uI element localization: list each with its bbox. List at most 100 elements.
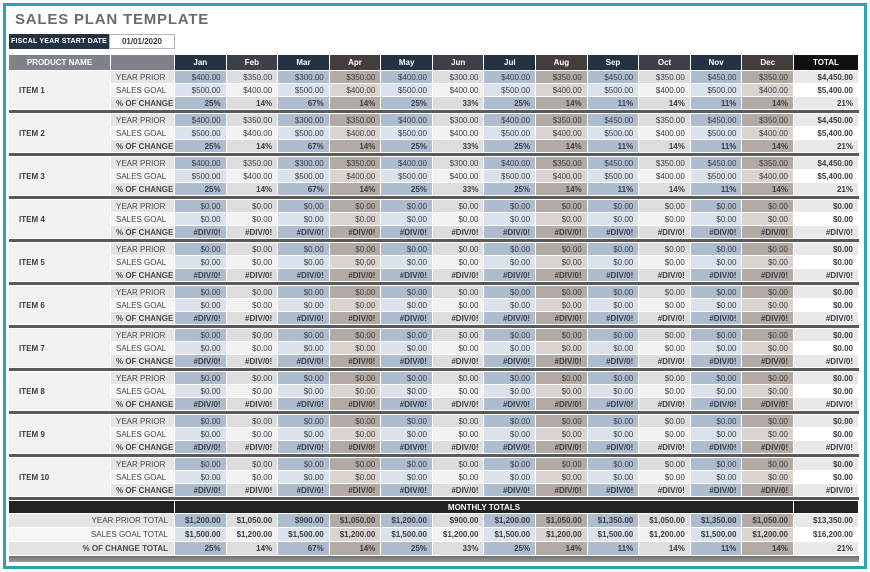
sales-goal-cell[interactable]: $0.00 — [587, 213, 640, 226]
year-prior-cell[interactable]: $350.00 — [226, 71, 279, 84]
pct-of-change-cell[interactable]: #DIV/0! — [639, 269, 691, 282]
sales-goal-total-cell[interactable]: $0.00 — [793, 342, 859, 355]
sales-goal-cell[interactable]: $0.00 — [587, 471, 640, 484]
year-prior-cell[interactable]: $0.00 — [690, 458, 743, 471]
year-prior-cell[interactable]: $0.00 — [278, 415, 330, 428]
year-prior-cell[interactable]: $0.00 — [329, 243, 382, 256]
year-prior-cell[interactable]: $0.00 — [226, 372, 279, 385]
item-name[interactable]: ITEM 5 — [9, 243, 111, 282]
pct-of-change-cell[interactable]: #DIV/0! — [175, 398, 227, 411]
sales-goal-cell[interactable]: $0.00 — [536, 342, 588, 355]
pct-of-change-cell[interactable]: #DIV/0! — [536, 355, 588, 368]
pct-of-change-cell[interactable]: #DIV/0! — [742, 269, 794, 282]
year-prior-cell[interactable]: $0.00 — [536, 243, 588, 256]
year-prior-cell[interactable]: $0.00 — [432, 372, 485, 385]
pct-of-change-cell[interactable]: #DIV/0! — [484, 269, 537, 282]
sales-goal-cell[interactable]: $500.00 — [381, 170, 433, 183]
pct-of-change-cell[interactable]: #DIV/0! — [432, 484, 485, 497]
pct-of-change-cell[interactable]: #DIV/0! — [690, 312, 743, 325]
sales-goal-cell[interactable]: $0.00 — [690, 342, 743, 355]
sales-goal-cell[interactable]: $400.00 — [329, 170, 382, 183]
pct-of-change-cell[interactable]: 14% — [329, 183, 382, 196]
year-prior-total-cell[interactable]: $0.00 — [793, 243, 859, 256]
year-prior-cell[interactable]: $0.00 — [639, 243, 691, 256]
year-prior-cell[interactable]: $0.00 — [175, 243, 227, 256]
year-prior-cell[interactable]: $0.00 — [278, 458, 330, 471]
sales-goal-cell[interactable]: $0.00 — [639, 299, 691, 312]
sales-goal-cell[interactable]: $400.00 — [226, 84, 279, 97]
pct-of-change-cell[interactable]: 25% — [175, 183, 227, 196]
year-prior-cell[interactable]: $450.00 — [690, 157, 743, 170]
year-prior-cell[interactable]: $0.00 — [484, 458, 537, 471]
sales-goal-cell[interactable]: $0.00 — [587, 299, 640, 312]
sales-goal-cell[interactable]: $0.00 — [432, 256, 485, 269]
pct-of-change-cell[interactable]: 14% — [639, 140, 691, 153]
sales-goal-cell[interactable]: $0.00 — [381, 385, 433, 398]
pct-of-change-cell[interactable]: #DIV/0! — [432, 355, 485, 368]
pct-of-change-monthly-total-cell[interactable]: 14% — [536, 542, 588, 556]
pct-of-change-cell[interactable]: #DIV/0! — [742, 398, 794, 411]
year-prior-cell[interactable]: $0.00 — [639, 286, 691, 299]
year-prior-cell[interactable]: $0.00 — [742, 415, 794, 428]
sales-goal-cell[interactable]: $400.00 — [432, 84, 485, 97]
year-prior-cell[interactable]: $0.00 — [432, 286, 485, 299]
pct-of-change-cell[interactable]: #DIV/0! — [432, 441, 485, 454]
pct-of-change-cell[interactable]: 11% — [587, 140, 640, 153]
pct-of-change-cell[interactable]: 33% — [432, 183, 485, 196]
year-prior-total-cell[interactable]: $0.00 — [793, 458, 859, 471]
pct-of-change-cell[interactable]: #DIV/0! — [329, 226, 382, 239]
year-prior-cell[interactable]: $350.00 — [639, 114, 691, 127]
pct-of-change-cell[interactable]: #DIV/0! — [329, 269, 382, 282]
year-prior-cell[interactable]: $0.00 — [226, 329, 279, 342]
pct-of-change-cell[interactable]: #DIV/0! — [484, 484, 537, 497]
pct-of-change-monthly-total-cell[interactable]: 14% — [329, 542, 382, 556]
year-prior-cell[interactable]: $400.00 — [484, 157, 537, 170]
year-prior-cell[interactable]: $0.00 — [329, 286, 382, 299]
year-prior-cell[interactable]: $350.00 — [742, 114, 794, 127]
sales-goal-cell[interactable]: $500.00 — [587, 127, 640, 140]
pct-of-change-cell[interactable]: 11% — [587, 97, 640, 110]
pct-of-change-total-cell[interactable]: 21% — [793, 183, 859, 196]
sales-goal-cell[interactable]: $0.00 — [381, 256, 433, 269]
sales-goal-monthly-total-cell[interactable]: $1,200.00 — [742, 528, 794, 542]
sales-goal-total-cell[interactable]: $0.00 — [793, 299, 859, 312]
sales-goal-total-cell[interactable]: $5,400.00 — [793, 170, 859, 183]
pct-of-change-cell[interactable]: #DIV/0! — [226, 441, 279, 454]
year-prior-cell[interactable]: $400.00 — [484, 114, 537, 127]
year-prior-cell[interactable]: $400.00 — [381, 157, 433, 170]
sales-goal-cell[interactable]: $500.00 — [484, 127, 537, 140]
sales-goal-cell[interactable]: $500.00 — [690, 170, 743, 183]
year-prior-cell[interactable]: $0.00 — [587, 329, 640, 342]
year-prior-cell[interactable]: $0.00 — [226, 243, 279, 256]
fiscal-year-date-cell[interactable]: 01/01/2020 — [109, 34, 175, 49]
pct-of-change-cell[interactable]: #DIV/0! — [536, 226, 588, 239]
pct-of-change-total-cell[interactable]: #DIV/0! — [793, 269, 859, 282]
year-prior-cell[interactable]: $350.00 — [329, 157, 382, 170]
sales-goal-cell[interactable]: $0.00 — [329, 256, 382, 269]
pct-of-change-cell[interactable]: #DIV/0! — [175, 355, 227, 368]
year-prior-cell[interactable]: $0.00 — [536, 372, 588, 385]
year-prior-cell[interactable]: $0.00 — [175, 329, 227, 342]
year-prior-cell[interactable]: $300.00 — [432, 114, 485, 127]
sales-goal-cell[interactable]: $0.00 — [639, 213, 691, 226]
sales-goal-total-cell[interactable]: $0.00 — [793, 256, 859, 269]
pct-of-change-cell[interactable]: #DIV/0! — [639, 398, 691, 411]
sales-goal-cell[interactable]: $0.00 — [329, 385, 382, 398]
year-prior-monthly-total-cell[interactable]: $1,200.00 — [381, 514, 433, 528]
sales-goal-cell[interactable]: $0.00 — [690, 213, 743, 226]
sales-goal-monthly-total-cell[interactable]: $1,500.00 — [484, 528, 537, 542]
year-prior-cell[interactable]: $350.00 — [639, 71, 691, 84]
year-prior-cell[interactable]: $450.00 — [690, 114, 743, 127]
year-prior-cell[interactable]: $0.00 — [536, 415, 588, 428]
year-prior-cell[interactable]: $400.00 — [381, 114, 433, 127]
pct-of-change-cell[interactable]: #DIV/0! — [329, 312, 382, 325]
pct-of-change-cell[interactable]: 25% — [381, 183, 433, 196]
pct-of-change-cell[interactable]: 14% — [226, 97, 279, 110]
sales-goal-cell[interactable]: $0.00 — [278, 385, 330, 398]
sales-goal-cell[interactable]: $0.00 — [226, 471, 279, 484]
item-name[interactable]: ITEM 1 — [9, 71, 111, 110]
year-prior-cell[interactable]: $0.00 — [278, 329, 330, 342]
sales-goal-cell[interactable]: $400.00 — [226, 127, 279, 140]
sales-goal-cell[interactable]: $0.00 — [175, 299, 227, 312]
pct-of-change-cell[interactable]: #DIV/0! — [175, 312, 227, 325]
